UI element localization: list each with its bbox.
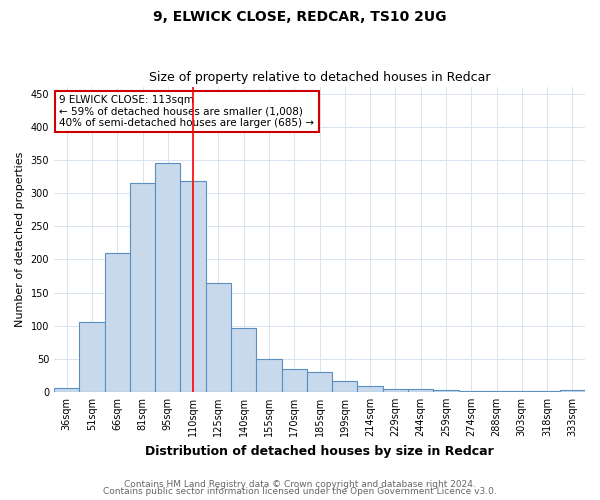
Bar bbox=[433, 390, 458, 392]
Text: 9, ELWICK CLOSE, REDCAR, TS10 2UG: 9, ELWICK CLOSE, REDCAR, TS10 2UG bbox=[153, 10, 447, 24]
Bar bbox=[231, 328, 256, 392]
Bar bbox=[383, 388, 408, 392]
Bar bbox=[332, 382, 358, 392]
Bar bbox=[358, 386, 383, 392]
Bar bbox=[256, 359, 281, 392]
Bar bbox=[281, 368, 307, 392]
Text: Contains public sector information licensed under the Open Government Licence v3: Contains public sector information licen… bbox=[103, 488, 497, 496]
Bar bbox=[130, 183, 155, 392]
Title: Size of property relative to detached houses in Redcar: Size of property relative to detached ho… bbox=[149, 72, 490, 85]
Bar bbox=[408, 390, 433, 392]
Text: Contains HM Land Registry data © Crown copyright and database right 2024.: Contains HM Land Registry data © Crown c… bbox=[124, 480, 476, 489]
Bar bbox=[155, 164, 181, 392]
Bar bbox=[181, 181, 206, 392]
Bar bbox=[307, 372, 332, 392]
Bar bbox=[206, 282, 231, 392]
Text: 9 ELWICK CLOSE: 113sqm
← 59% of detached houses are smaller (1,008)
40% of semi-: 9 ELWICK CLOSE: 113sqm ← 59% of detached… bbox=[59, 94, 314, 128]
Bar bbox=[560, 390, 585, 392]
Bar bbox=[79, 322, 104, 392]
Bar bbox=[54, 388, 79, 392]
Bar bbox=[104, 252, 130, 392]
X-axis label: Distribution of detached houses by size in Redcar: Distribution of detached houses by size … bbox=[145, 444, 494, 458]
Y-axis label: Number of detached properties: Number of detached properties bbox=[15, 152, 25, 327]
